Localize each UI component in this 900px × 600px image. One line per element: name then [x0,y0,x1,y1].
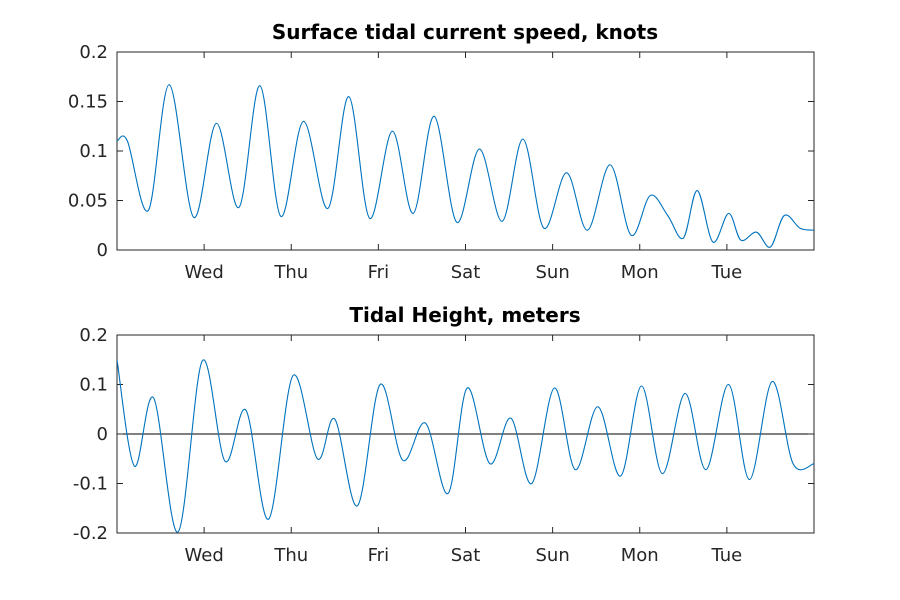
tidal-height-line [117,359,814,533]
y-tick-label: 0.2 [79,42,108,63]
y-tick-label: 0 [97,240,108,261]
x-tick-label: Thu [273,262,308,283]
y-tick-label: -0.1 [73,474,108,495]
current-speed-title: Surface tidal current speed, knots [272,20,658,44]
current-speed-y-ticks: 0 0.05 0.1 0.15 0.2 [68,42,814,261]
x-tick-label: Sun [536,545,570,566]
y-tick-label: 0.15 [68,92,108,113]
x-tick-label: Wed [185,262,224,283]
current-speed-line [117,84,814,248]
y-tick-label: 0.05 [68,191,108,212]
x-tick-label: Wed [185,545,224,566]
current-speed-plot: Surface tidal current speed, knots 0 0.05… [68,20,815,283]
x-tick-label: Thu [273,545,308,566]
current-speed-axes-box [116,51,815,251]
x-tick-label: Fri [368,545,389,566]
x-tick-label: Mon [621,262,659,283]
y-tick-label: -0.2 [73,523,108,544]
x-tick-label: Fri [368,262,389,283]
tidal-height-x-ticks: Wed Thu Fri Sat Sun Mon Tue [185,335,743,566]
y-tick-label: 0 [97,424,108,445]
y-tick-label: 0.2 [79,325,108,346]
x-tick-label: Mon [621,545,659,566]
tidal-height-plot: Tidal Height, meters -0.2 -0.1 0 0.1 0.2 Wed… [73,303,815,566]
y-tick-label: 0.1 [79,141,108,162]
tidal-height-y-ticks: -0.2 -0.1 0 0.1 0.2 [73,325,814,544]
x-tick-label: Sat [451,262,481,283]
x-tick-label: Sat [451,545,481,566]
current-speed-x-ticks: Wed Thu Fri Sat Sun Mon Tue [185,52,743,283]
x-tick-label: Tue [711,262,743,283]
x-tick-label: Sun [536,262,570,283]
tidal-height-title: Tidal Height, meters [349,303,580,327]
x-tick-label: Tue [711,545,743,566]
y-tick-label: 0.1 [79,375,108,396]
